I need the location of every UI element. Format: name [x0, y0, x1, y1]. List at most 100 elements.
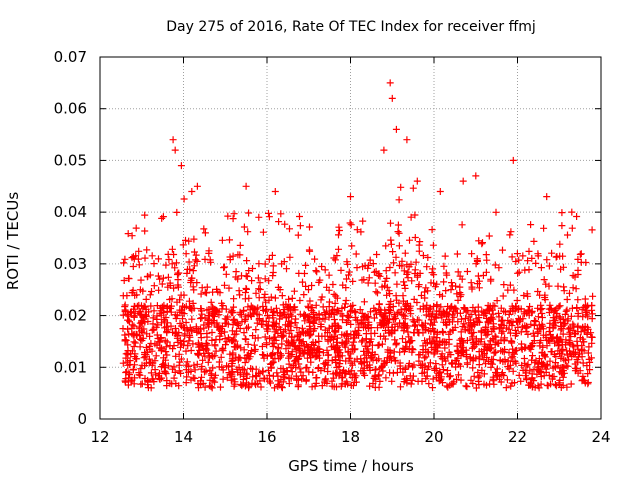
data-point: [499, 316, 507, 324]
data-point: [166, 296, 174, 303]
data-point: [180, 291, 188, 299]
data-point: [452, 357, 460, 364]
data-point: [395, 242, 403, 250]
data-point: [512, 303, 520, 311]
data-point: [331, 299, 339, 307]
data-point: [180, 195, 188, 203]
data-point: [558, 222, 566, 230]
data-point: [472, 315, 480, 323]
data-point: [254, 274, 262, 282]
grid: [100, 57, 601, 419]
data-point: [296, 222, 304, 230]
data-point: [347, 193, 354, 201]
data-point: [323, 283, 331, 291]
data-point: [156, 376, 164, 383]
data-point: [346, 370, 354, 378]
data-point: [198, 363, 206, 370]
data-point: [255, 285, 263, 293]
data-point: [540, 372, 548, 380]
data-point: [543, 342, 551, 350]
data-point: [513, 330, 521, 337]
data-point: [181, 330, 189, 338]
data-point: [398, 257, 406, 265]
data-point: [374, 289, 381, 297]
data-point: [487, 363, 495, 371]
data-point: [551, 316, 559, 324]
data-point: [268, 351, 276, 359]
data-point: [433, 302, 441, 310]
data-point: [442, 312, 450, 320]
data-point: [574, 296, 582, 304]
data-point: [208, 329, 216, 336]
data-point: [588, 339, 596, 347]
data-point: [568, 304, 576, 312]
data-point: [399, 368, 407, 376]
data-point: [349, 382, 357, 389]
data-point: [137, 276, 145, 284]
data-point: [306, 223, 313, 231]
data-point: [198, 310, 206, 318]
data-point: [321, 360, 329, 368]
data-point: [425, 380, 433, 388]
data-point: [198, 373, 205, 381]
axes: [99, 56, 602, 420]
data-point: [532, 318, 540, 325]
data-point: [436, 368, 444, 376]
data-point: [542, 280, 550, 288]
data-point: [265, 255, 273, 263]
data-point: [330, 374, 338, 382]
data-point: [549, 373, 556, 381]
data-point: [442, 321, 450, 329]
data-point: [390, 348, 398, 356]
data-point: [369, 380, 377, 387]
data-point: [348, 341, 356, 349]
data-point: [261, 290, 269, 298]
data-point: [243, 371, 251, 379]
data-point: [275, 323, 283, 331]
data-point: [392, 253, 400, 261]
data-point: [487, 315, 495, 323]
data-point: [530, 317, 538, 325]
data-point: [130, 380, 138, 388]
data-point: [422, 353, 430, 361]
y-tick-label: 0: [77, 410, 87, 428]
data-point: [454, 268, 462, 276]
data-point: [216, 326, 224, 334]
data-point: [126, 361, 134, 368]
data-point: [553, 333, 561, 341]
data-point: [331, 343, 339, 351]
data-point: [517, 377, 525, 385]
data-point: [237, 369, 245, 377]
data-point: [263, 325, 271, 333]
data-point: [569, 284, 577, 292]
data-point: [149, 320, 157, 328]
data-point: [343, 258, 351, 266]
data-point: [375, 270, 383, 278]
data-point: [253, 372, 261, 380]
data-point: [388, 94, 396, 102]
data-point: [554, 282, 562, 290]
data-point: [429, 384, 436, 392]
data-point: [438, 350, 446, 358]
data-point: [179, 241, 187, 249]
data-point: [502, 384, 510, 392]
data-point: [156, 275, 164, 283]
data-point: [499, 327, 507, 335]
data-point: [238, 272, 245, 280]
data-point: [445, 373, 453, 381]
data-point: [562, 307, 570, 315]
y-tick-label: 0.03: [54, 255, 87, 273]
data-point: [431, 283, 439, 291]
data-point: [522, 369, 530, 377]
data-point: [549, 364, 557, 372]
data-point: [493, 371, 501, 379]
data-point: [293, 324, 301, 332]
data-point: [524, 361, 532, 368]
data-point: [468, 344, 476, 352]
data-point: [562, 357, 569, 365]
data-point: [318, 332, 326, 340]
data-point: [426, 335, 433, 343]
data-point: [433, 330, 441, 338]
data-point: [286, 225, 293, 233]
data-point: [357, 228, 365, 236]
